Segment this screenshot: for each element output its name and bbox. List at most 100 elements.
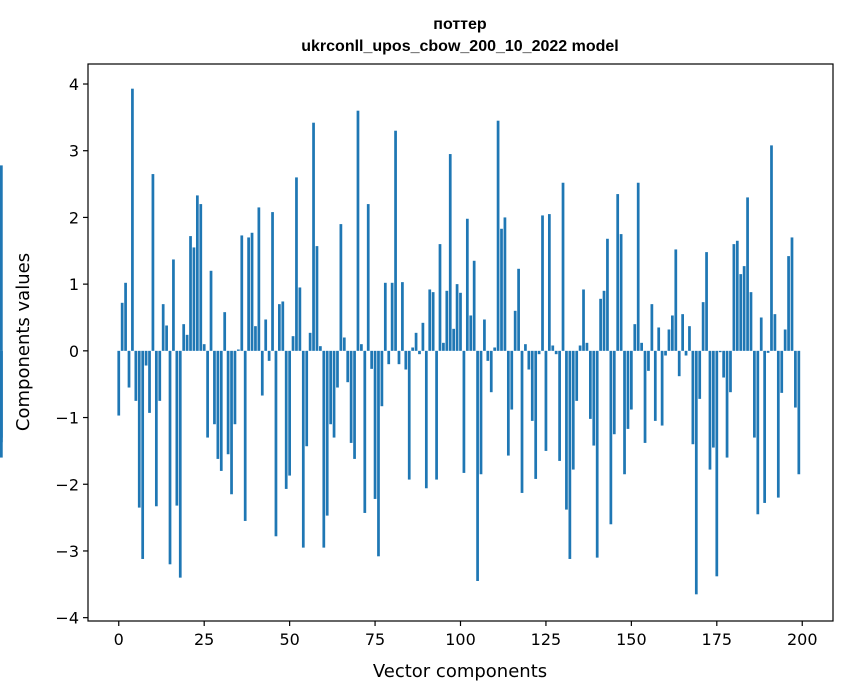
bar	[192, 247, 196, 351]
bar	[756, 350, 760, 515]
bar	[264, 319, 268, 351]
bar	[431, 292, 435, 351]
bar	[213, 350, 216, 425]
x-tick-label: 75	[365, 630, 385, 649]
bar	[448, 154, 452, 351]
bar	[599, 298, 602, 351]
bar	[260, 350, 264, 396]
bar	[715, 350, 719, 577]
bar	[397, 350, 401, 365]
bar	[428, 289, 432, 351]
bar	[421, 322, 425, 351]
bar	[442, 342, 445, 351]
y-axis-label: Components values	[13, 253, 34, 431]
bar	[746, 197, 749, 351]
bar	[226, 350, 230, 455]
bar	[763, 350, 767, 503]
y-tick-label: −1	[55, 409, 79, 428]
bar	[671, 315, 674, 351]
bar	[411, 347, 415, 351]
bar	[489, 350, 493, 393]
bar	[534, 350, 538, 479]
bar	[630, 350, 633, 410]
bar	[346, 350, 350, 383]
bar	[247, 237, 250, 351]
bar	[766, 350, 770, 353]
bar	[653, 350, 657, 421]
bar	[503, 217, 507, 351]
bar	[206, 350, 209, 438]
bar	[305, 350, 309, 447]
bar	[732, 244, 736, 351]
bar	[551, 345, 555, 351]
bar	[753, 350, 756, 438]
bar	[674, 249, 678, 351]
bar	[616, 194, 620, 351]
bar	[0, 165, 3, 351]
y-axis-ticks: 4 3 2 1 0 −1 −2 −3 −4	[55, 75, 88, 628]
bar	[582, 289, 585, 351]
bar	[424, 350, 428, 489]
bar	[284, 350, 288, 489]
y-tick-label: −4	[55, 609, 79, 628]
bar	[373, 350, 377, 499]
bar	[547, 214, 551, 351]
bar	[575, 350, 579, 401]
bar	[134, 350, 138, 401]
bar	[571, 350, 575, 470]
bar	[773, 314, 777, 351]
bar	[148, 350, 151, 413]
bar	[274, 350, 278, 537]
bar	[558, 350, 561, 461]
bar	[271, 212, 274, 351]
bar	[742, 266, 746, 351]
bar	[657, 327, 661, 351]
bar	[681, 314, 684, 351]
bar	[158, 350, 162, 401]
bar	[725, 350, 729, 458]
bar	[291, 336, 295, 351]
chart-title: поттер	[433, 16, 487, 33]
bar	[578, 345, 582, 351]
bar	[312, 122, 315, 351]
bar	[353, 350, 356, 459]
bar	[677, 350, 681, 377]
bar	[684, 350, 688, 356]
bar	[647, 350, 650, 371]
bar	[701, 302, 705, 351]
x-tick-label: 25	[194, 630, 214, 649]
bar	[506, 350, 510, 456]
bar	[609, 350, 613, 525]
bar	[301, 350, 305, 548]
bar	[390, 282, 394, 351]
bar	[380, 350, 384, 407]
bar	[342, 337, 346, 351]
bar	[178, 350, 182, 578]
chart-subtitle: ukrconll_upos_cbow_200_10_2022 model	[301, 38, 618, 55]
bar	[154, 350, 158, 507]
bar	[233, 350, 237, 425]
bar	[315, 246, 319, 351]
x-tick-label: 0	[114, 630, 124, 649]
bar	[452, 328, 456, 351]
bar	[472, 260, 476, 351]
bar	[749, 292, 753, 351]
bar	[790, 237, 794, 351]
x-axis-ticks: 0 25 50 75 100 125 150 175 200	[114, 621, 818, 649]
bar	[240, 235, 244, 351]
bar	[165, 325, 168, 351]
bar	[698, 350, 702, 399]
bar	[513, 310, 517, 351]
bar	[483, 319, 486, 351]
bar	[445, 290, 449, 351]
bar	[195, 195, 199, 351]
bar	[243, 350, 247, 521]
bar	[585, 342, 589, 351]
bar	[493, 347, 497, 351]
bar	[565, 350, 568, 510]
bar	[776, 350, 780, 498]
bar	[363, 350, 367, 513]
bar	[479, 350, 483, 475]
bar	[735, 240, 739, 351]
